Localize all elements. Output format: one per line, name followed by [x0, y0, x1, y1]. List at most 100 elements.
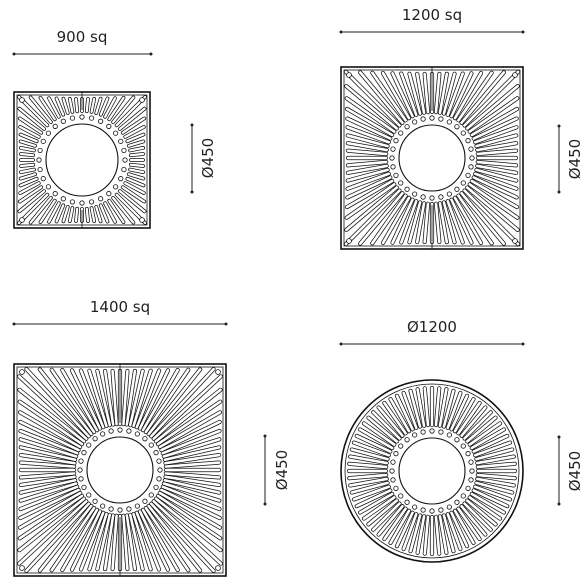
radial-slot: [118, 106, 147, 131]
grate-900-square: 900 sq Ø450: [12, 28, 217, 229]
radial-slot: [47, 96, 61, 119]
radial-slot: [87, 368, 109, 429]
radial-slot: [67, 206, 75, 223]
perimeter-hole: [446, 191, 452, 197]
perimeter-hole: [412, 119, 418, 125]
radial-slot: [67, 97, 75, 114]
radial-slot: [18, 125, 41, 139]
radial-slot: [437, 514, 449, 555]
radial-slot: [358, 191, 405, 246]
perimeter-hole: [460, 493, 466, 499]
radial-slot: [465, 498, 498, 527]
perimeter-hole: [446, 432, 452, 438]
perimeter-hole: [86, 492, 92, 498]
dimension-tick: [190, 190, 194, 194]
radial-slot: [445, 71, 465, 117]
radial-slot: [347, 461, 389, 470]
radial-slot: [366, 415, 399, 444]
corner-hole: [19, 369, 25, 375]
radial-slot: [159, 419, 222, 453]
corner-hole: [215, 369, 221, 375]
perimeter-hole: [142, 436, 148, 442]
radial-slot: [69, 368, 103, 431]
radial-slot: [351, 484, 391, 502]
radial-slot: [18, 116, 44, 135]
perimeter-hole: [389, 155, 395, 161]
perimeter-hole: [113, 184, 119, 190]
perimeter-hole: [404, 437, 410, 443]
perimeter-hole: [460, 130, 466, 136]
radial-slot: [18, 484, 80, 512]
radial-slot: [459, 405, 488, 438]
radial-slot: [157, 490, 222, 530]
perimeter-hole: [460, 180, 466, 186]
radial-slot: [98, 96, 110, 117]
radial-slot: [163, 460, 222, 469]
perimeter-hole: [438, 429, 444, 435]
perimeter-hole: [118, 176, 124, 182]
radial-slot: [19, 167, 36, 175]
radial-slot: [437, 71, 449, 115]
radial-slot: [459, 70, 506, 125]
perimeter-hole: [398, 180, 404, 186]
radial-slot: [128, 162, 145, 168]
radial-slot: [456, 193, 494, 246]
radial-slot: [17, 399, 84, 447]
radial-slot: [358, 427, 395, 451]
radial-slot: [370, 193, 408, 246]
radial-slot: [18, 410, 83, 450]
radial-slot: [475, 148, 519, 157]
radial-slot: [137, 509, 171, 572]
radial-slot: [18, 172, 37, 181]
dimension-tick: [557, 190, 561, 194]
perimeter-hole: [52, 123, 58, 129]
radial-slot: [441, 388, 456, 429]
radial-slot: [345, 141, 389, 153]
perimeter-hole: [468, 459, 474, 465]
radial-slot: [146, 367, 203, 437]
dimension-tick: [224, 322, 228, 326]
radial-slot: [429, 515, 435, 556]
corner-hole: [19, 565, 25, 571]
perimeter-hole: [393, 172, 399, 178]
grate-plan: [340, 66, 524, 250]
radial-slot: [429, 72, 435, 114]
radial-slot: [98, 203, 110, 224]
perimeter-hole: [45, 130, 51, 136]
radial-slot: [49, 367, 97, 434]
radial-slot: [89, 97, 97, 114]
perimeter-hole: [420, 507, 426, 513]
tree-bore: [398, 437, 466, 505]
radial-slot: [349, 480, 390, 495]
radial-slot: [469, 427, 506, 451]
radial-slot: [129, 158, 145, 162]
radial-slot: [140, 507, 180, 572]
radial-slot: [38, 96, 57, 122]
bore-label: Ø450: [199, 138, 217, 178]
radial-slot: [121, 368, 130, 427]
radial-slot: [344, 84, 399, 131]
radial-slot: [146, 503, 203, 573]
grate-1200-round: Ø1200 Ø450: [339, 318, 584, 563]
radial-slot: [349, 447, 390, 462]
radial-slot: [456, 70, 494, 123]
radial-slot: [128, 512, 145, 572]
perimeter-hole: [465, 172, 471, 178]
radial-slot: [347, 472, 389, 481]
width-label: Ø1200: [407, 318, 457, 336]
radial-slot: [18, 460, 77, 469]
grate-plan: [340, 379, 524, 563]
dimension-tick: [339, 30, 343, 34]
radial-slot: [465, 185, 520, 232]
radial-slot: [111, 95, 136, 124]
perimeter-hole: [100, 503, 106, 509]
radial-slot: [18, 453, 77, 466]
perimeter-hole: [390, 459, 396, 465]
width-label: 1400 sq: [90, 298, 150, 316]
radial-slot: [344, 185, 399, 232]
radial-slot: [149, 367, 216, 439]
perimeter-hole: [37, 147, 43, 154]
perimeter-hole: [469, 468, 475, 474]
perimeter-hole: [420, 429, 426, 435]
radial-slot: [18, 419, 81, 453]
